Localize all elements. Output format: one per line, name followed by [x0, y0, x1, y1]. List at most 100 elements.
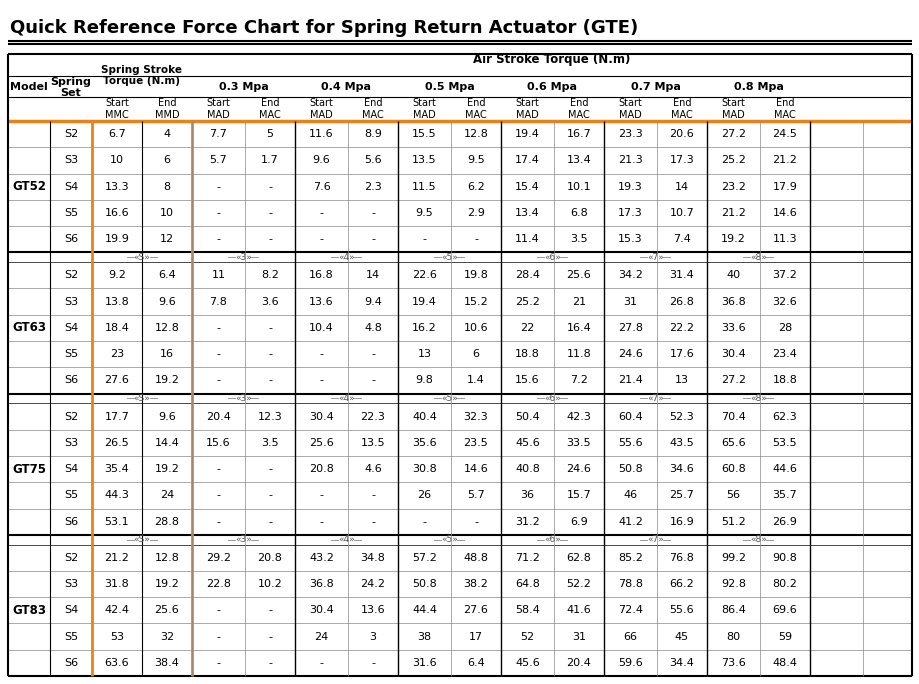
Text: 27.2: 27.2	[720, 376, 745, 385]
Text: 25.7: 25.7	[669, 490, 694, 501]
Text: 0.3 Mpa: 0.3 Mpa	[219, 81, 268, 92]
Text: -: -	[473, 234, 478, 244]
Text: 9.6: 9.6	[158, 412, 176, 421]
Text: 7.8: 7.8	[210, 297, 227, 306]
Text: 13.4: 13.4	[515, 208, 539, 218]
Text: 6.9: 6.9	[570, 516, 587, 527]
Text: S2: S2	[63, 412, 78, 421]
Text: 19.8: 19.8	[463, 270, 488, 280]
Text: «7»: «7»	[646, 253, 664, 262]
Text: 40.4: 40.4	[412, 412, 437, 421]
Text: «5»: «5»	[440, 394, 458, 403]
Text: 15.3: 15.3	[618, 234, 642, 244]
Text: 14: 14	[675, 182, 688, 192]
Text: -: -	[267, 349, 272, 359]
Text: S5: S5	[63, 349, 78, 359]
Text: 62.3: 62.3	[772, 412, 797, 421]
Text: -: -	[370, 376, 375, 385]
Text: 57.2: 57.2	[412, 553, 437, 563]
Text: -: -	[216, 234, 221, 244]
Text: 13.5: 13.5	[412, 155, 437, 166]
Text: -: -	[267, 182, 272, 192]
Text: 22.8: 22.8	[206, 579, 231, 589]
Text: 12.8: 12.8	[463, 129, 488, 139]
Text: 9.4: 9.4	[364, 297, 381, 306]
Text: S5: S5	[63, 490, 78, 501]
Text: -: -	[267, 605, 272, 616]
Text: Quick Reference Force Chart for Spring Return Actuator (GTE): Quick Reference Force Chart for Spring R…	[10, 19, 638, 37]
Text: 29.2: 29.2	[206, 553, 231, 563]
Text: 38.4: 38.4	[154, 658, 179, 668]
Text: 10.6: 10.6	[463, 323, 488, 333]
Text: 14.6: 14.6	[772, 208, 797, 218]
Text: S6: S6	[63, 234, 78, 244]
Text: 16.6: 16.6	[105, 208, 130, 218]
Text: -: -	[422, 234, 426, 244]
Text: 90.8: 90.8	[772, 553, 797, 563]
Text: -: -	[319, 658, 323, 668]
Text: 73.6: 73.6	[720, 658, 745, 668]
Text: «S»: «S»	[133, 535, 151, 544]
Text: -: -	[216, 376, 221, 385]
Text: S3: S3	[63, 297, 78, 306]
Text: -: -	[370, 349, 375, 359]
Text: 38: 38	[417, 631, 431, 642]
Text: 8.9: 8.9	[364, 129, 381, 139]
Text: 35.4: 35.4	[105, 464, 130, 474]
Text: 24: 24	[160, 490, 174, 501]
Text: 28: 28	[777, 323, 791, 333]
Text: 71.2: 71.2	[515, 553, 539, 563]
Text: «7»: «7»	[646, 535, 664, 544]
Text: 21.2: 21.2	[105, 553, 130, 563]
Text: 8: 8	[164, 182, 170, 192]
Text: 34.6: 34.6	[669, 464, 694, 474]
Text: 30.8: 30.8	[412, 464, 437, 474]
Text: S3: S3	[63, 579, 78, 589]
Text: 53.1: 53.1	[105, 516, 130, 527]
Text: 56: 56	[726, 490, 740, 501]
Text: 55.6: 55.6	[618, 438, 642, 448]
Text: 55.6: 55.6	[669, 605, 694, 616]
Text: 14.4: 14.4	[154, 438, 179, 448]
Text: 34.2: 34.2	[618, 270, 642, 280]
Text: 12.8: 12.8	[154, 323, 179, 333]
Text: 14.6: 14.6	[463, 464, 488, 474]
Text: 7.2: 7.2	[570, 376, 587, 385]
Text: 21.2: 21.2	[772, 155, 797, 166]
Text: 59.6: 59.6	[618, 658, 642, 668]
Text: 44.6: 44.6	[772, 464, 797, 474]
Text: 66: 66	[623, 631, 637, 642]
Text: -: -	[319, 516, 323, 527]
Text: 86.4: 86.4	[720, 605, 745, 616]
Text: 9.5: 9.5	[415, 208, 433, 218]
Text: 62.8: 62.8	[566, 553, 591, 563]
Text: 17.6: 17.6	[669, 349, 694, 359]
Text: S2: S2	[63, 270, 78, 280]
Text: 13.8: 13.8	[105, 297, 130, 306]
Text: 7.4: 7.4	[673, 234, 690, 244]
Text: S4: S4	[63, 182, 78, 192]
Text: «4»: «4»	[338, 253, 355, 262]
Text: 10.7: 10.7	[669, 208, 694, 218]
Text: End
MAC: End MAC	[259, 98, 280, 120]
Text: 20.8: 20.8	[257, 553, 282, 563]
Text: 7.6: 7.6	[312, 182, 330, 192]
Text: 12: 12	[160, 234, 174, 244]
Text: «3»: «3»	[235, 253, 252, 262]
Text: 11.3: 11.3	[772, 234, 797, 244]
Text: -: -	[267, 464, 272, 474]
Text: S3: S3	[63, 155, 78, 166]
Text: -: -	[216, 631, 221, 642]
Text: 18.8: 18.8	[515, 349, 539, 359]
Text: Start
MAD: Start MAD	[309, 98, 333, 120]
Text: S3: S3	[63, 438, 78, 448]
Text: Start
MAD: Start MAD	[720, 98, 744, 120]
Text: 36.8: 36.8	[309, 579, 334, 589]
Text: 6.2: 6.2	[467, 182, 484, 192]
Text: 3.6: 3.6	[261, 297, 278, 306]
Text: 80: 80	[726, 631, 740, 642]
Text: 15.6: 15.6	[515, 376, 539, 385]
Text: 76.8: 76.8	[669, 553, 694, 563]
Text: 10: 10	[110, 155, 124, 166]
Text: 0.7 Mpa: 0.7 Mpa	[630, 81, 680, 92]
